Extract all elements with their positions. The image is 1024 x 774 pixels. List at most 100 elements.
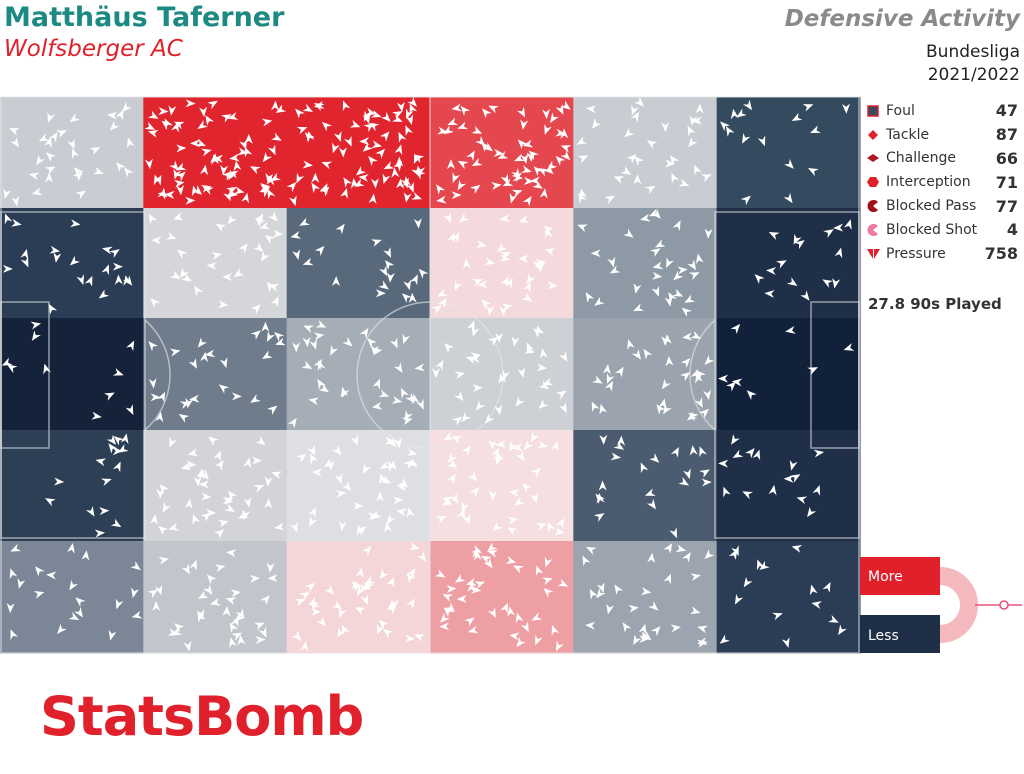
scale-label: More: [868, 569, 903, 585]
event-marker: [253, 242, 264, 252]
event-marker: [106, 434, 117, 445]
event-marker: [158, 556, 170, 565]
event-marker: [446, 584, 457, 593]
legend-count: 77: [995, 196, 1018, 216]
event-marker: [413, 153, 422, 164]
event-marker: [302, 103, 314, 112]
event-marker: [451, 435, 463, 444]
event-marker: [464, 617, 475, 627]
event-marker: [663, 543, 673, 554]
event-marker: [511, 168, 520, 179]
event-marker: [768, 484, 777, 496]
event-marker: [275, 104, 287, 113]
event-marker: [822, 279, 834, 288]
event-marker: [672, 220, 681, 232]
event-marker: [631, 104, 639, 116]
event-marker: [447, 232, 455, 244]
heat-cell: [143, 430, 288, 542]
event-marker: [295, 108, 305, 119]
event-marker: [648, 208, 660, 217]
event-marker: [531, 612, 543, 621]
event-marker: [813, 449, 825, 458]
event-marker: [517, 367, 526, 378]
event-marker: [443, 607, 454, 618]
event-marker: [654, 239, 666, 248]
event-marker: [470, 352, 481, 361]
event-marker: [359, 583, 370, 592]
event-marker: [669, 527, 677, 539]
event-marker: [184, 498, 193, 510]
event-marker: [649, 453, 660, 463]
event-marker: [599, 434, 608, 445]
event-marker: [222, 496, 234, 505]
event-marker: [551, 440, 560, 452]
event-marker: [379, 460, 391, 469]
event-marker: [339, 520, 347, 532]
event-marker: [493, 148, 504, 157]
event-marker: [200, 164, 208, 176]
event-marker: [622, 622, 632, 633]
event-marker: [785, 325, 796, 334]
chart-title: Defensive Activity: [784, 6, 1020, 32]
event-marker: [267, 144, 276, 156]
event-marker: [405, 125, 414, 136]
event-marker: [10, 629, 18, 641]
event-marker: [122, 102, 132, 113]
event-marker: [457, 508, 465, 520]
event-marker: [466, 577, 477, 586]
event-marker: [289, 521, 298, 533]
event-marker: [695, 253, 704, 265]
event-marker: [370, 178, 379, 189]
event-marker: [365, 107, 376, 116]
event-marker: [201, 148, 212, 157]
event-marker: [114, 274, 123, 285]
event-marker: [161, 120, 172, 131]
event-marker: [378, 280, 389, 290]
event-marker: [372, 378, 380, 390]
event-marker: [354, 581, 363, 592]
event-marker: [431, 305, 442, 315]
scale-label: Less: [868, 628, 899, 644]
legend-icon: [867, 154, 879, 163]
event-marker: [313, 332, 325, 341]
event-marker: [613, 176, 625, 184]
event-marker: [457, 179, 467, 191]
event-marker: [502, 369, 510, 381]
event-marker: [447, 459, 458, 468]
event-marker: [99, 507, 110, 516]
event-marker: [473, 550, 482, 561]
event-marker: [264, 476, 273, 487]
event-marker: [703, 389, 711, 401]
event-marker: [466, 150, 475, 162]
event-marker: [171, 121, 179, 133]
event-marker: [609, 265, 621, 274]
event-marker: [598, 480, 607, 491]
event-marker: [175, 162, 187, 171]
event-marker: [391, 167, 400, 178]
event-marker: [682, 552, 691, 563]
event-marker: [497, 151, 509, 159]
event-marker: [202, 187, 214, 195]
legend-label: Blocked Shot: [886, 221, 978, 238]
event-marker: [526, 273, 536, 285]
event-marker: [555, 390, 567, 400]
event-marker: [185, 397, 194, 409]
event-marker: [555, 640, 564, 652]
event-marker: [680, 357, 691, 368]
event-marker: [687, 259, 697, 271]
event-marker: [723, 486, 731, 498]
event-marker: [197, 120, 208, 129]
event-marker: [157, 391, 166, 403]
event-marker: [267, 281, 276, 293]
event-marker: [488, 440, 499, 451]
event-marker: [822, 582, 831, 593]
event-marker: [30, 321, 42, 330]
event-marker: [513, 496, 525, 506]
event-marker: [333, 131, 342, 142]
event-marker: [444, 343, 455, 353]
event-marker: [352, 501, 364, 510]
event-marker: [342, 336, 353, 347]
event-marker: [331, 600, 343, 610]
event-marker: [85, 506, 95, 517]
event-marker: [683, 468, 691, 480]
